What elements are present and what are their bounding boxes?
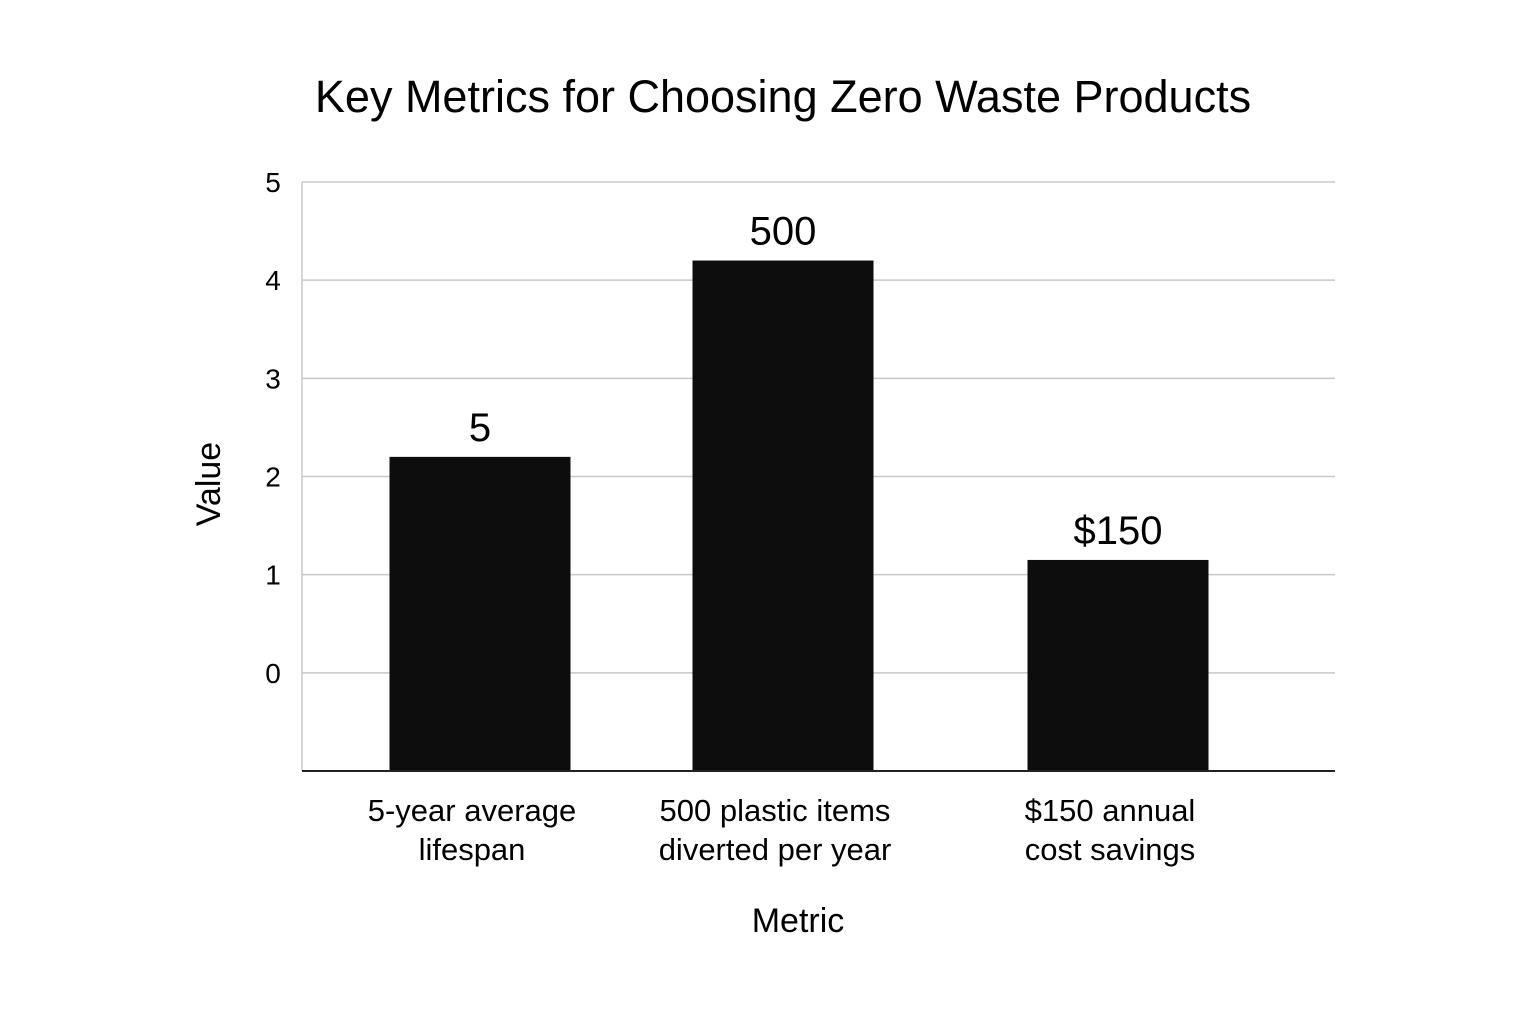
y-axis-ticks: 0 1 2 3 4 5 xyxy=(265,167,281,689)
chart-title: Key Metrics for Choosing Zero Waste Prod… xyxy=(315,71,1251,122)
bar xyxy=(389,456,571,771)
y-axis-label: Value xyxy=(190,442,228,526)
bar-data-label: 500 xyxy=(750,210,817,254)
x-axis-label: Metric xyxy=(752,902,845,940)
x-category-label-line: 500 plastic items xyxy=(660,793,891,828)
x-category-label: 5-year average lifespan xyxy=(368,793,577,867)
y-tick-label: 0 xyxy=(265,658,281,689)
bar-data-label: 5 xyxy=(469,406,491,450)
y-tick-label: 4 xyxy=(265,265,281,296)
x-category-label-line: cost savings xyxy=(1025,832,1196,867)
x-category-label-line: $150 annual xyxy=(1025,793,1196,828)
x-category-label-line: diverted per year xyxy=(659,832,892,867)
y-tick-label: 1 xyxy=(265,560,281,591)
data-labels: 5 500 $150 xyxy=(469,210,1163,553)
y-tick-label: 2 xyxy=(265,462,281,493)
x-category-label-line: 5-year average xyxy=(368,793,577,828)
y-tick-label: 3 xyxy=(265,363,281,394)
x-category-label: 500 plastic items diverted per year xyxy=(659,793,892,867)
y-tick-label: 5 xyxy=(265,167,281,198)
bar xyxy=(1027,559,1209,771)
bar-data-label: $150 xyxy=(1074,509,1163,553)
x-category-label: $150 annual cost savings xyxy=(1025,793,1196,867)
x-category-label-line: lifespan xyxy=(419,832,526,867)
bars xyxy=(389,260,1209,771)
bar xyxy=(692,260,874,771)
x-axis-categories: 5-year average lifespan 500 plastic items d… xyxy=(368,793,1196,867)
